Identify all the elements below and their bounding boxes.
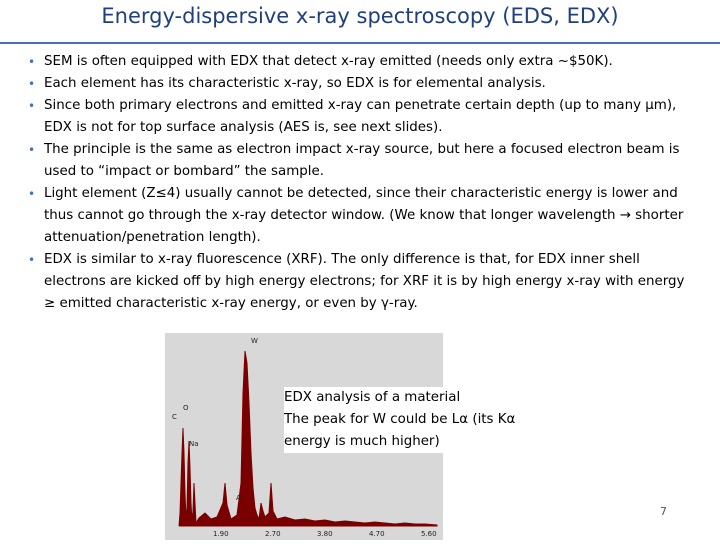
bullet-icon: • [28, 187, 36, 201]
bullet-text: EDX is similar to x-ray fluorescence (XR… [44, 252, 685, 311]
bullet-icon: • [28, 55, 36, 69]
axis-tick-label: 1.90 [213, 530, 229, 538]
caption-line: EDX analysis of a material [284, 390, 461, 405]
bullet-text: Each element has its characteristic x-ra… [44, 76, 546, 91]
bullet-icon: • [28, 77, 36, 91]
peak-label-o: O [183, 404, 189, 412]
spectrum-caption: EDX analysis of a material The peak for … [284, 387, 574, 453]
bullet-list: • SEM is often equipped with EDX that det… [26, 51, 696, 315]
spectrum-trace [178, 350, 438, 527]
caption-line: The peak for W could be Lα (its Kα [284, 412, 516, 427]
bullet-item: • SEM is often equipped with EDX that det… [26, 51, 696, 73]
axis-tick-label: 3.80 [317, 530, 333, 538]
bullet-item: • Since both primary electrons and emitte… [26, 95, 696, 139]
peak-label-na: Na [189, 440, 199, 448]
peak-label-c: C [172, 413, 177, 421]
axis-tick-label: 4.70 [369, 530, 385, 538]
axis-tick-label: 5.60 [421, 530, 437, 538]
bullet-text: Since both primary electrons and emitted… [44, 98, 677, 135]
bullet-item: • Each element has its characteristic x-r… [26, 73, 696, 95]
bullet-text: The principle is the same as electron im… [44, 142, 680, 179]
peak-label-al: Al [236, 494, 243, 502]
bullet-item: • Light element (Z≤4) usually cannot be d… [26, 183, 696, 249]
bullet-item: • EDX is similar to x-ray fluorescence (X… [26, 249, 696, 315]
bullet-icon: • [28, 143, 36, 157]
peak-label-w: W [251, 337, 258, 345]
bullet-icon: • [28, 99, 36, 113]
axis-tick-label: 2.70 [265, 530, 281, 538]
bullet-text: SEM is often equipped with EDX that dete… [44, 54, 613, 69]
slide-title: Energy-dispersive x-ray spectroscopy (ED… [101, 4, 619, 28]
page-number: 7 [660, 505, 667, 518]
bullet-item: • The principle is the same as electron i… [26, 139, 696, 183]
bullet-icon: • [28, 253, 36, 267]
bullet-text: Light element (Z≤4) usually cannot be de… [44, 186, 684, 245]
caption-line: energy is much higher) [284, 434, 440, 449]
title-divider [0, 42, 720, 44]
